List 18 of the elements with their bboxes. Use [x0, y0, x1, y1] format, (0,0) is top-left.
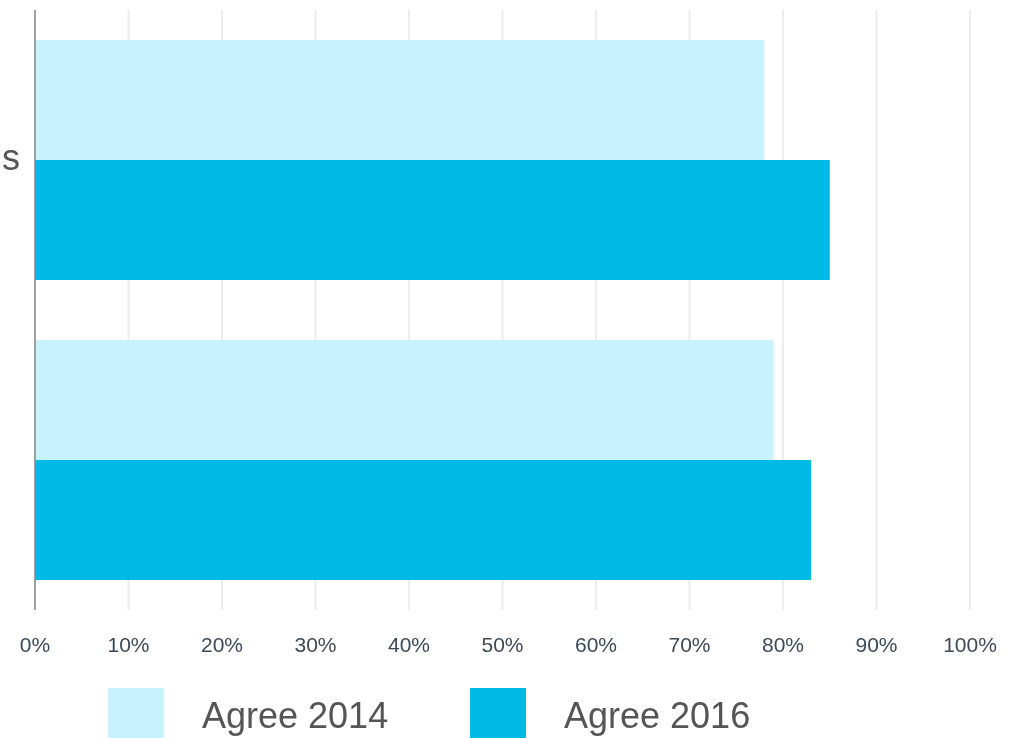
x-tick-label: 10%: [107, 633, 150, 656]
bar: [35, 160, 830, 280]
legend-label: Agree 2014: [202, 695, 389, 736]
x-tick-label: 50%: [481, 633, 524, 656]
y-tick-label: s: [2, 136, 20, 178]
x-tick-label: 30%: [294, 633, 337, 656]
x-tick-label: 0%: [19, 633, 51, 656]
legend-label: Agree 2016: [564, 695, 751, 736]
x-tick-label: 100%: [943, 633, 997, 656]
x-tick-label: 60%: [574, 633, 618, 656]
bar: [35, 40, 765, 160]
x-tick-label: 90%: [855, 633, 898, 656]
bar: [35, 460, 812, 580]
x-tick-label: 20%: [200, 633, 244, 656]
bar: [35, 340, 774, 460]
x-tick-label: 80%: [761, 633, 805, 656]
x-tick-label: 40%: [387, 633, 431, 656]
x-tick-label: 70%: [668, 633, 711, 656]
